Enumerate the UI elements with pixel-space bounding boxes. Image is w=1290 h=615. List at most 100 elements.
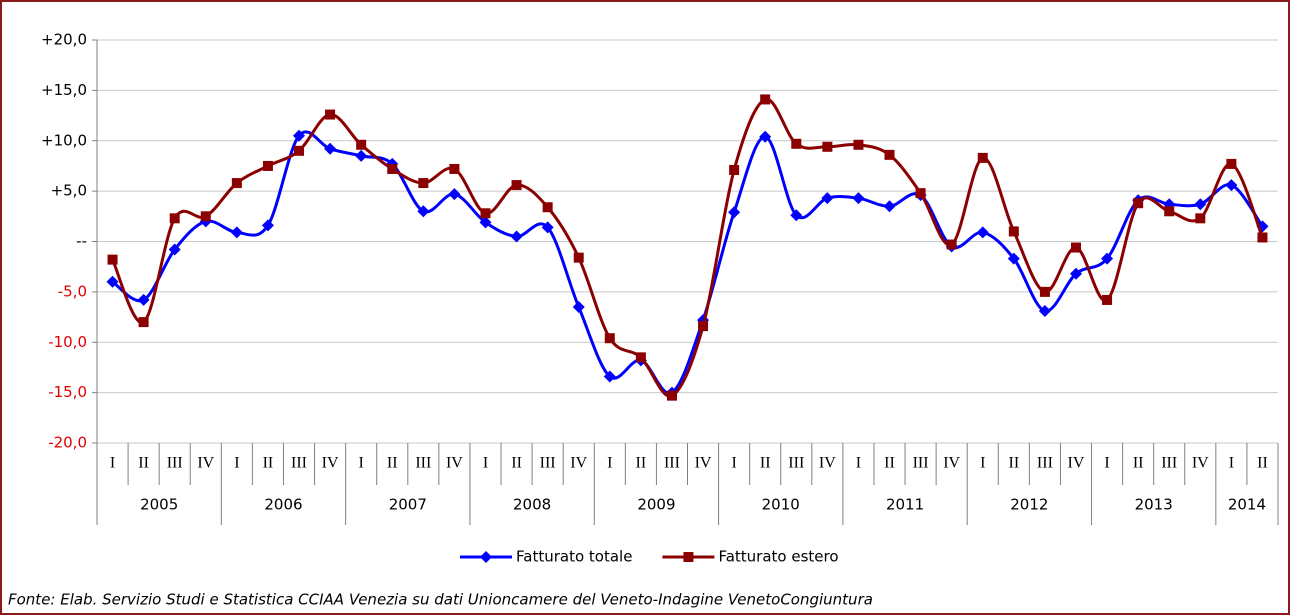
data-point [1069, 267, 1082, 280]
data-point [1226, 158, 1237, 169]
data-point [728, 206, 741, 219]
data-point [1164, 206, 1175, 217]
data-point [448, 188, 461, 201]
data-point [511, 180, 522, 191]
data-point [884, 149, 895, 160]
x-tick-label: II [138, 455, 149, 472]
data-point [418, 178, 429, 189]
x-tick-label: I [483, 455, 488, 472]
data-point [976, 226, 989, 239]
x-tick-label: IV [322, 455, 339, 472]
x-tick-label: I [234, 455, 239, 472]
x-tick-label: I [856, 455, 861, 472]
data-point [759, 130, 772, 143]
data-point [1194, 198, 1207, 211]
data-point [604, 333, 615, 344]
data-point [790, 209, 803, 222]
series-line [111, 130, 1264, 395]
y-tick-label: +10,0 [41, 131, 87, 149]
x-tick-label: I [359, 455, 364, 472]
x-group-label: 2008 [513, 496, 551, 514]
x-tick-label: II [636, 455, 647, 472]
legend-label: Fatturato totale [516, 548, 632, 566]
data-point [1102, 294, 1113, 305]
data-point [573, 252, 584, 263]
data-point [729, 164, 740, 175]
x-tick-label: III [540, 455, 556, 472]
data-point [293, 129, 306, 142]
data-point [822, 141, 833, 152]
x-tick-label: I [1104, 455, 1109, 472]
data-point [635, 352, 646, 363]
data-point [261, 219, 274, 232]
data-point [1225, 179, 1238, 192]
data-point [168, 243, 181, 256]
x-tick-label: II [1257, 455, 1268, 472]
data-point [107, 254, 118, 265]
data-point [355, 149, 368, 162]
x-group-label: 2006 [264, 496, 302, 514]
source-note: Fonte: Elab. Servizio Studi e Statistica… [8, 591, 873, 609]
data-point [1008, 226, 1019, 237]
x-group-label: 2005 [140, 496, 178, 514]
x-tick-label: I [110, 455, 115, 472]
y-tick-label: -20,0 [48, 434, 87, 452]
x-tick-label: II [263, 455, 274, 472]
x-tick-label: IV [446, 455, 463, 472]
x-group-label: 2011 [886, 496, 924, 514]
legend-marker [683, 552, 694, 562]
data-point [542, 202, 553, 213]
data-point [449, 163, 460, 174]
x-tick-label: III [1161, 455, 1177, 472]
data-point [603, 370, 616, 383]
data-point [915, 188, 926, 199]
data-point [169, 213, 180, 224]
x-tick-label: IV [943, 455, 960, 472]
data-point [883, 200, 896, 213]
x-tick-label: IV [1068, 455, 1085, 472]
data-point [977, 152, 988, 163]
y-tick-label: -10,0 [48, 333, 87, 351]
x-tick-label: IV [695, 455, 712, 472]
data-point [1257, 232, 1268, 243]
data-point [666, 390, 677, 401]
legend-label: Fatturato estero [718, 548, 838, 566]
data-point [137, 293, 150, 306]
x-tick-label: III [415, 455, 431, 472]
data-point [821, 192, 834, 205]
data-point [480, 208, 491, 219]
data-point [1101, 252, 1114, 265]
x-tick-label: I [980, 455, 985, 472]
data-point [946, 239, 957, 250]
data-point [791, 138, 802, 149]
data-point [325, 109, 336, 120]
data-point [417, 205, 430, 218]
data-point [1133, 198, 1144, 209]
data-point [356, 139, 367, 150]
legend-marker [480, 551, 492, 563]
data-point [200, 211, 211, 222]
data-point [138, 317, 149, 328]
data-point [698, 321, 709, 332]
data-point [853, 139, 864, 150]
x-group-label: 2012 [1010, 496, 1048, 514]
x-tick-label: IV [819, 455, 836, 472]
x-tick-label: II [760, 455, 771, 472]
data-point [106, 275, 119, 288]
data-point [1039, 286, 1050, 297]
data-point [231, 178, 242, 189]
x-tick-label: IV [197, 455, 214, 472]
data-point [324, 142, 337, 155]
data-point [294, 145, 305, 156]
x-group-label: 2009 [637, 496, 675, 514]
x-tick-label: III [788, 455, 804, 472]
x-tick-label: I [731, 455, 736, 472]
data-point [1070, 242, 1081, 253]
x-tick-label: III [1037, 455, 1053, 472]
x-group-label: 2007 [389, 496, 427, 514]
data-point [1038, 305, 1051, 318]
x-tick-label: III [664, 455, 680, 472]
y-tick-label: +20,0 [41, 31, 87, 49]
x-tick-label: III [291, 455, 307, 472]
